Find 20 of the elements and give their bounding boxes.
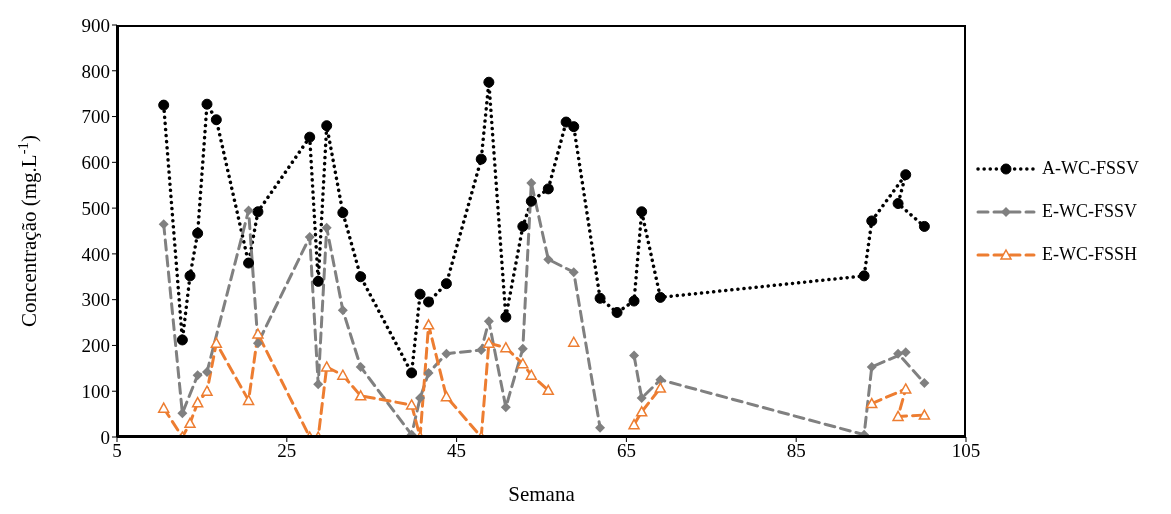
- legend-label: E-WC-FSSH: [1042, 244, 1138, 265]
- legend-label: E-WC-FSSV: [1042, 201, 1138, 222]
- x-axis-title: Semana: [508, 482, 576, 506]
- y-tick-label: 800: [81, 60, 110, 82]
- y-tick-label: 600: [81, 152, 110, 174]
- x-tick-label: 5: [112, 440, 122, 462]
- x-tick-label: 65: [616, 440, 636, 462]
- y-tick-label: 400: [81, 243, 110, 265]
- y-tick-label: 0: [100, 426, 110, 448]
- y-tick-label: 700: [81, 106, 110, 128]
- y-tick-label: 300: [81, 289, 110, 311]
- x-tick-label: 25: [277, 440, 297, 462]
- x-tick-label: 105: [951, 440, 981, 462]
- x-tick-label: 45: [447, 440, 467, 462]
- x-tick-label: 85: [786, 440, 806, 462]
- y-tick-label: 100: [81, 380, 110, 402]
- legend-label: A-WC-FSSV: [1042, 158, 1140, 179]
- y-tick-label: 900: [81, 14, 110, 36]
- y-tick-label: 200: [81, 335, 110, 357]
- y-tick-label: 500: [81, 197, 110, 219]
